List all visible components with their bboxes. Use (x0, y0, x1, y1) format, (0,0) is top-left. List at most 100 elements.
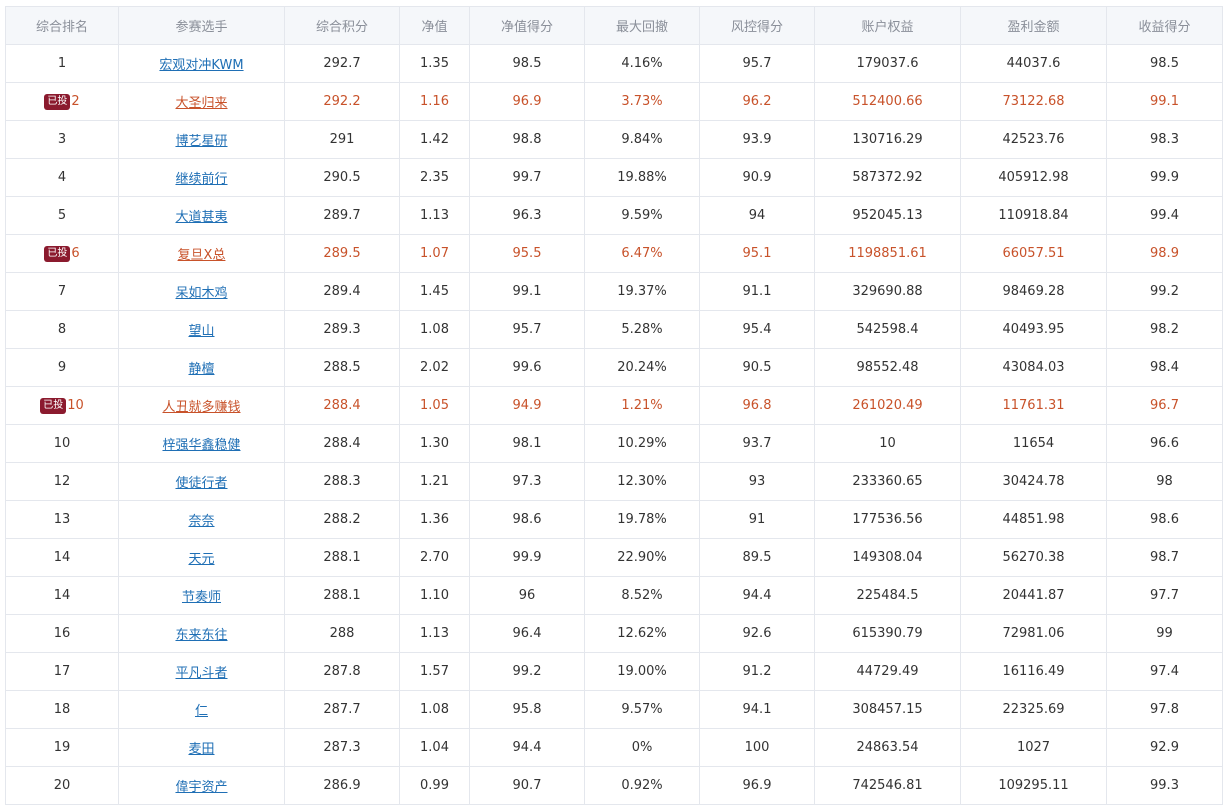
cell-score: 288.4 (284, 424, 400, 463)
rank-value: 1 (57, 56, 67, 71)
cell-profit: 56270.38 (960, 538, 1107, 577)
cell-max-drawdown: 12.62% (584, 614, 700, 653)
player-link[interactable]: 望山 (188, 324, 215, 339)
cell-max-drawdown: 9.84% (584, 120, 700, 159)
cell-return-score: 96.6 (1106, 424, 1223, 463)
cell-account-equity: 615390.79 (814, 614, 961, 653)
cell-profit: 11654 (960, 424, 1107, 463)
cell-nav: 1.05 (399, 386, 470, 425)
cell-profit: 109295.11 (960, 766, 1107, 805)
cell-nav-score: 99.9 (469, 538, 585, 577)
cell-profit: 110918.84 (960, 196, 1107, 235)
player-link[interactable]: 大道甚夷 (175, 210, 228, 225)
ranking-table: 综合排名 参赛选手 综合积分 净值 净值得分 最大回撤 风控得分 账户权益 盈利… (5, 6, 1223, 805)
cell-max-drawdown: 4.16% (584, 44, 700, 83)
cell-score: 288.2 (284, 500, 400, 539)
cell-nav-score: 98.8 (469, 120, 585, 159)
cell-max-drawdown: 19.78% (584, 500, 700, 539)
cell-risk-score: 90.9 (699, 158, 815, 197)
player-link[interactable]: 奈奈 (188, 514, 215, 529)
cell-score: 288.1 (284, 576, 400, 615)
cell-profit: 42523.76 (960, 120, 1107, 159)
cell-account-equity: 44729.49 (814, 652, 961, 691)
cell-max-drawdown: 19.88% (584, 158, 700, 197)
table-row: 18 仁 287.7 1.08 95.8 9.57% 94.1 308457.15 22325.… (5, 690, 1223, 729)
rank-value: 9 (57, 360, 67, 375)
player-link[interactable]: 静檀 (188, 362, 215, 377)
player-link[interactable]: 麦田 (188, 742, 215, 757)
player-link[interactable]: 梓强华鑫稳健 (162, 438, 241, 453)
player-link[interactable]: 平凡斗者 (175, 666, 228, 681)
player-link[interactable]: 天元 (188, 552, 215, 567)
cell-rank: 已投 2 (5, 82, 119, 121)
cell-risk-score: 94 (699, 196, 815, 235)
invested-badge: 已投 (40, 397, 67, 414)
table-row: 14 节奏师 288.1 1.10 96 8.52% 94.4 225484.5 20441.8… (5, 576, 1223, 615)
cell-nav-score: 99.6 (469, 348, 585, 387)
rank-value: 5 (57, 208, 67, 223)
header-nav-score: 净值得分 (469, 6, 585, 45)
cell-account-equity: 10 (814, 424, 961, 463)
player-link[interactable]: 宏观对冲KWM (159, 58, 244, 73)
cell-score: 291 (284, 120, 400, 159)
cell-profit: 44851.98 (960, 500, 1107, 539)
cell-nav: 1.13 (399, 196, 470, 235)
cell-player: 继续前行 (118, 158, 285, 197)
cell-nav: 1.08 (399, 690, 470, 729)
cell-rank: 19 (5, 728, 119, 767)
cell-risk-score: 91.1 (699, 272, 815, 311)
player-link[interactable]: 复旦X总 (177, 248, 226, 263)
cell-nav: 1.04 (399, 728, 470, 767)
table-row: 12 使徒行者 288.3 1.21 97.3 12.30% 93 233360.65 3042… (5, 462, 1223, 501)
cell-risk-score: 94.4 (699, 576, 815, 615)
cell-max-drawdown: 9.57% (584, 690, 700, 729)
rank-value: 18 (53, 702, 71, 717)
cell-score: 288.3 (284, 462, 400, 501)
cell-risk-score: 95.7 (699, 44, 815, 83)
player-link[interactable]: 使徒行者 (175, 476, 228, 491)
cell-rank: 16 (5, 614, 119, 653)
player-link[interactable]: 博艺星研 (175, 134, 228, 149)
invested-badge: 已投 (44, 245, 71, 262)
rank-value: 10 (67, 397, 84, 413)
cell-nav-score: 99.2 (469, 652, 585, 691)
rank-value: 2 (71, 93, 80, 109)
cell-return-score: 99.3 (1106, 766, 1223, 805)
cell-nav-score: 98.1 (469, 424, 585, 463)
player-link[interactable]: 大圣归来 (175, 96, 228, 111)
cell-return-score: 98.4 (1106, 348, 1223, 387)
cell-return-score: 98.2 (1106, 310, 1223, 349)
cell-account-equity: 24863.54 (814, 728, 961, 767)
cell-risk-score: 96.2 (699, 82, 815, 121)
player-link[interactable]: 东来东往 (175, 628, 228, 643)
cell-account-equity: 587372.92 (814, 158, 961, 197)
cell-nav: 1.21 (399, 462, 470, 501)
player-link[interactable]: 节奏师 (181, 590, 221, 605)
player-link[interactable]: 偉宇资产 (175, 780, 228, 795)
player-link[interactable]: 呆如木鸡 (175, 286, 228, 301)
cell-profit: 16116.49 (960, 652, 1107, 691)
rank-value: 19 (53, 740, 71, 755)
cell-account-equity: 308457.15 (814, 690, 961, 729)
rank-value: 10 (53, 436, 71, 451)
cell-rank: 7 (5, 272, 119, 311)
cell-rank: 5 (5, 196, 119, 235)
cell-nav-score: 99.1 (469, 272, 585, 311)
table-row: 已投 2 大圣归来 292.2 1.16 96.9 3.73% 96.2 512400.66 73… (5, 82, 1223, 121)
cell-return-score: 99.4 (1106, 196, 1223, 235)
player-link[interactable]: 继续前行 (175, 172, 228, 187)
player-link[interactable]: 人丑就多赚钱 (162, 400, 241, 415)
cell-risk-score: 93 (699, 462, 815, 501)
cell-rank: 14 (5, 576, 119, 615)
player-link[interactable]: 仁 (194, 704, 208, 719)
cell-rank: 4 (5, 158, 119, 197)
cell-return-score: 99.9 (1106, 158, 1223, 197)
cell-nav-score: 95.7 (469, 310, 585, 349)
cell-nav-score: 98.6 (469, 500, 585, 539)
cell-return-score: 98.6 (1106, 500, 1223, 539)
cell-score: 288.4 (284, 386, 400, 425)
cell-score: 290.5 (284, 158, 400, 197)
cell-player: 呆如木鸡 (118, 272, 285, 311)
cell-profit: 44037.6 (960, 44, 1107, 83)
cell-score: 288 (284, 614, 400, 653)
